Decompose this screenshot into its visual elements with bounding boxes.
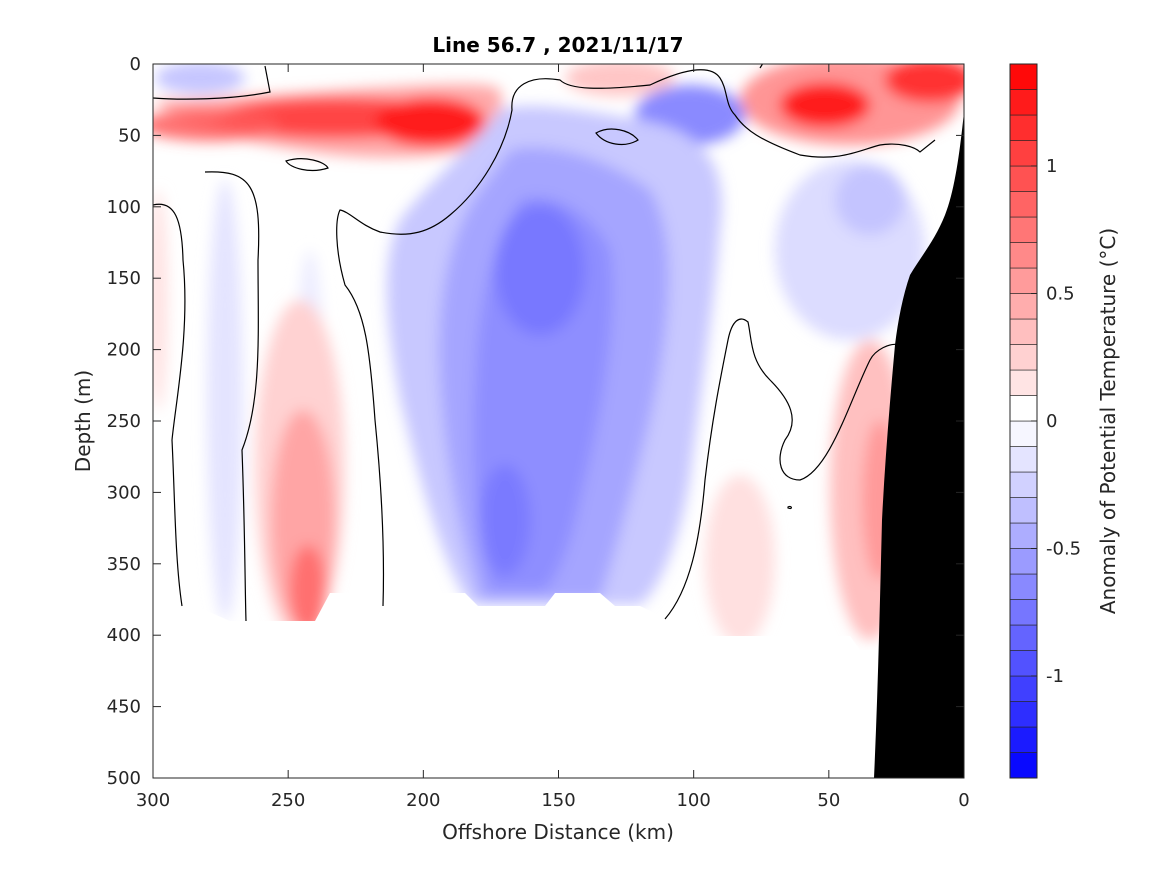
colorbar-bin: [1009, 548, 1038, 575]
y-tick-label: 50: [118, 125, 141, 146]
colorbar-bin: [1009, 89, 1038, 116]
chart-title: Line 56.7 , 2021/11/17: [432, 33, 683, 57]
y-tick-label: 150: [107, 268, 141, 289]
colorbar-bin: [1009, 624, 1038, 651]
colorbar-bin: [1009, 293, 1038, 320]
zero-contour-small-1: [285, 158, 329, 172]
zero-contour-mid-left: [336, 69, 936, 607]
colorbar: 1 0.5 0 -0.5 -1: [1009, 63, 1081, 779]
zero-contour-top: [153, 65, 271, 100]
cold-east-shelf-core: [835, 165, 905, 235]
warm-core-east: [780, 83, 870, 127]
colorbar-bin: [1009, 369, 1038, 396]
colorbar-bin: [1009, 497, 1038, 524]
colorbar-bin: [1009, 63, 1038, 90]
y-tick-label: 400: [107, 625, 141, 646]
warm-left-edge: [153, 190, 168, 410]
cold-core-lower: [480, 465, 530, 575]
colorbar-bin: [1009, 344, 1038, 371]
colorbar-bin: [1009, 446, 1038, 473]
y-tick-label: 300: [107, 482, 141, 503]
colorbar-bin: [1009, 522, 1038, 549]
warm-band-left: [153, 109, 280, 141]
colorbar-bin: [1009, 140, 1038, 167]
y-tick-label: 250: [107, 411, 141, 432]
no-data-region: [153, 593, 964, 778]
zero-contour-top-right: [759, 64, 764, 69]
y-tick-label: 200: [107, 340, 141, 361]
cold-west-strip: [207, 180, 243, 620]
colorbar-bin: [1009, 420, 1038, 447]
x-tick-label: 50: [817, 790, 840, 811]
y-tick-label: 500: [107, 768, 141, 789]
y-axis-label: Depth (m): [71, 370, 95, 472]
y-tick-label: 0: [130, 54, 141, 75]
cold-top-west: [155, 64, 245, 94]
zero-contours: [153, 64, 936, 622]
bathymetry: [874, 112, 964, 778]
colorbar-bin: [1009, 726, 1038, 753]
colorbar-bin: [1009, 318, 1038, 345]
warm-core-east-2: [885, 64, 964, 102]
zero-contour-left-1: [153, 203, 186, 607]
x-axis-label: Offshore Distance (km): [442, 820, 674, 844]
x-tick-label: 0: [958, 790, 969, 811]
colorbar-tick-label: 0: [1046, 411, 1057, 432]
anomaly-field: [153, 64, 964, 645]
colorbar-bin: [1009, 191, 1038, 218]
colorbar-bin: [1009, 650, 1038, 677]
colorbar-bin: [1009, 573, 1038, 600]
x-tick-label: 100: [676, 790, 710, 811]
colorbar-bin: [1009, 242, 1038, 269]
warm-core-upper-west-2: [375, 98, 485, 146]
colorbar-tick-label: -0.5: [1046, 539, 1081, 560]
colorbar-tick-label: -1: [1046, 666, 1064, 687]
colorbar-label: Anomaly of Potential Temperature (°C): [1096, 228, 1120, 614]
colorbar-bin: [1009, 395, 1038, 422]
zero-contour-dot: [787, 505, 792, 510]
colorbar-bin: [1009, 599, 1038, 626]
colorbar-tick-label: 0.5: [1046, 284, 1075, 305]
cold-core-upper: [495, 205, 585, 335]
y-tick-label: 100: [107, 197, 141, 218]
colorbar-bin: [1009, 165, 1038, 192]
y-tick-label: 450: [107, 697, 141, 718]
colorbar-bin: [1009, 114, 1038, 141]
zero-contour-small-2: [595, 128, 639, 146]
x-tick-label: 200: [406, 790, 440, 811]
colorbar-bin: [1009, 471, 1038, 498]
x-tick-label: 300: [136, 790, 170, 811]
warm-deep-west-core: [290, 545, 326, 635]
zero-contour-center: [664, 318, 901, 620]
warm-deep-east-outer: [705, 475, 775, 645]
x-tick-label: 250: [271, 790, 305, 811]
colorbar-bin: [1009, 752, 1038, 779]
y-axis: 0 50 100 150 200 250 300 350 400 450 500: [107, 54, 964, 789]
colorbar-bin: [1009, 675, 1038, 702]
colorbar-tick-label: 1: [1046, 156, 1057, 177]
colorbar-bin: [1009, 701, 1038, 728]
x-tick-label: 150: [541, 790, 575, 811]
x-axis: 300 250 200 150 100 50 0: [136, 64, 970, 811]
colorbar-bin: [1009, 216, 1038, 243]
colorbar-bin: [1009, 267, 1038, 294]
zero-contour-left-2: [204, 171, 260, 622]
y-tick-label: 350: [107, 554, 141, 575]
